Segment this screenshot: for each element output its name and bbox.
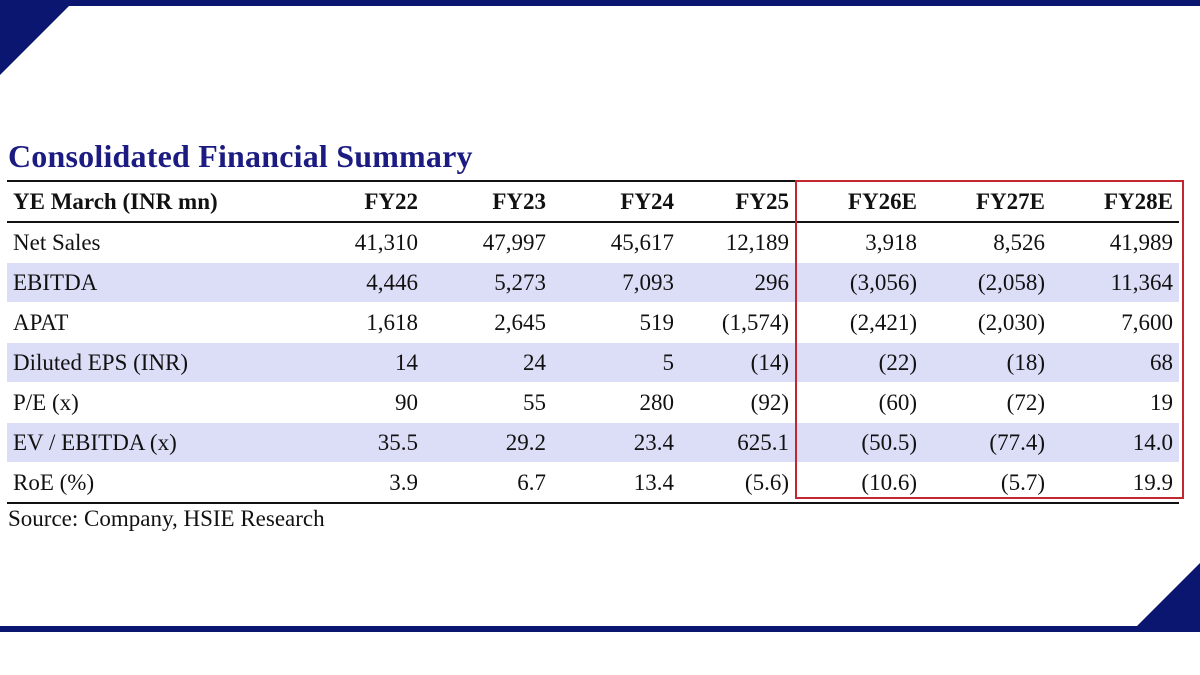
table-row-ebitda: EBITDA 4,446 5,273 7,093 296 (3,056) (2,… [7,262,1179,303]
cell-value: 35.5 [296,422,424,463]
cell-value: 24 [424,342,552,383]
top-left-corner-accent [0,0,75,75]
cell-value: 41,989 [1109,229,1173,255]
cell-value: (50.5) [795,422,923,463]
row-label: APAT [13,309,69,335]
table-row-ev-ebitda: EV / EBITDA (x) 35.5 29.2 23.4 625.1 (50… [7,422,1179,463]
cell-value: (1,574) [721,309,789,335]
cell-value: 41,310 [354,229,418,255]
cell-value: 3,918 [865,229,917,255]
bottom-border-bar [0,626,1200,632]
header-year-fy27e: FY27E [976,188,1045,214]
row-label: EV / EBITDA (x) [7,422,296,463]
cell-value: (22) [795,342,923,383]
cell-value: (5.7) [1000,469,1045,495]
cell-value: 280 [639,389,675,415]
cell-value: 7,600 [1121,309,1173,335]
cell-value: (2,421) [849,309,917,335]
row-label: Net Sales [13,229,101,255]
cell-value: (2,058) [923,262,1051,303]
cell-value: 45,617 [610,229,674,255]
cell-value: (14) [680,342,795,383]
financial-summary-table-wrap: YE March (INR mn) FY22 FY23 FY24 FY25 FY… [7,180,1184,504]
cell-value: (77.4) [923,422,1051,463]
cell-value: 7,093 [552,262,680,303]
cell-value: 55 [523,389,546,415]
table-row-pe: P/E (x) 90 55 280 (92) (60) (72) 19 [7,383,1179,423]
cell-value: (2,030) [977,309,1045,335]
bottom-right-corner-accent [1137,563,1200,626]
cell-value: 14 [296,342,424,383]
header-year-fy23: FY23 [492,188,546,214]
cell-value: 5 [552,342,680,383]
cell-value: 6.7 [517,469,546,495]
cell-value: 68 [1051,342,1179,383]
financial-summary-table: YE March (INR mn) FY22 FY23 FY24 FY25 FY… [7,180,1179,504]
cell-value: (92) [750,389,789,415]
cell-value: 625.1 [680,422,795,463]
cell-value: (18) [923,342,1051,383]
cell-value: (5.6) [744,469,789,495]
table-header-row: YE March (INR mn) FY22 FY23 FY24 FY25 FY… [7,181,1179,222]
cell-value: 90 [395,389,418,415]
header-year-fy25: FY25 [735,188,789,214]
cell-value: 1,618 [366,309,418,335]
cell-value: (10.6) [861,469,917,495]
cell-value: 5,273 [424,262,552,303]
cell-value: 19.9 [1132,469,1173,495]
cell-value: 13.4 [633,469,674,495]
cell-value: (72) [1006,389,1045,415]
cell-value: (60) [878,389,917,415]
table-row-net-sales: Net Sales 41,310 47,997 45,617 12,189 3,… [7,222,1179,263]
source-note: Source: Company, HSIE Research [8,506,325,531]
cell-value: 12,189 [725,229,789,255]
row-label: P/E (x) [13,389,79,415]
cell-value: 14.0 [1051,422,1179,463]
cell-value: 3.9 [389,469,418,495]
row-label: Diluted EPS (INR) [7,342,296,383]
table-row-roe: RoE (%) 3.9 6.7 13.4 (5.6) (10.6) (5.7) … [7,463,1179,503]
header-year-fy22: FY22 [364,188,418,214]
top-border-bar [0,0,1200,6]
table-row-apat: APAT 1,618 2,645 519 (1,574) (2,421) (2,… [7,303,1179,343]
cell-value: 47,997 [482,229,546,255]
cell-value: 29.2 [424,422,552,463]
row-label: EBITDA [7,262,296,303]
cell-value: 23.4 [552,422,680,463]
row-label: RoE (%) [13,469,95,495]
page-title: Consolidated Financial Summary [8,138,473,174]
header-label: YE March (INR mn) [13,188,218,214]
cell-value: 8,526 [993,229,1045,255]
cell-value: 2,645 [494,309,546,335]
cell-value: 4,446 [296,262,424,303]
cell-value: 296 [680,262,795,303]
header-year-fy28e: FY28E [1104,188,1173,214]
cell-value: 11,364 [1051,262,1179,303]
table-row-diluted-eps: Diluted EPS (INR) 14 24 5 (14) (22) (18)… [7,342,1179,383]
header-year-fy24: FY24 [620,188,674,214]
header-year-fy26e: FY26E [848,188,917,214]
cell-value: 19 [1150,389,1173,415]
cell-value: 519 [639,309,675,335]
cell-value: (3,056) [795,262,923,303]
